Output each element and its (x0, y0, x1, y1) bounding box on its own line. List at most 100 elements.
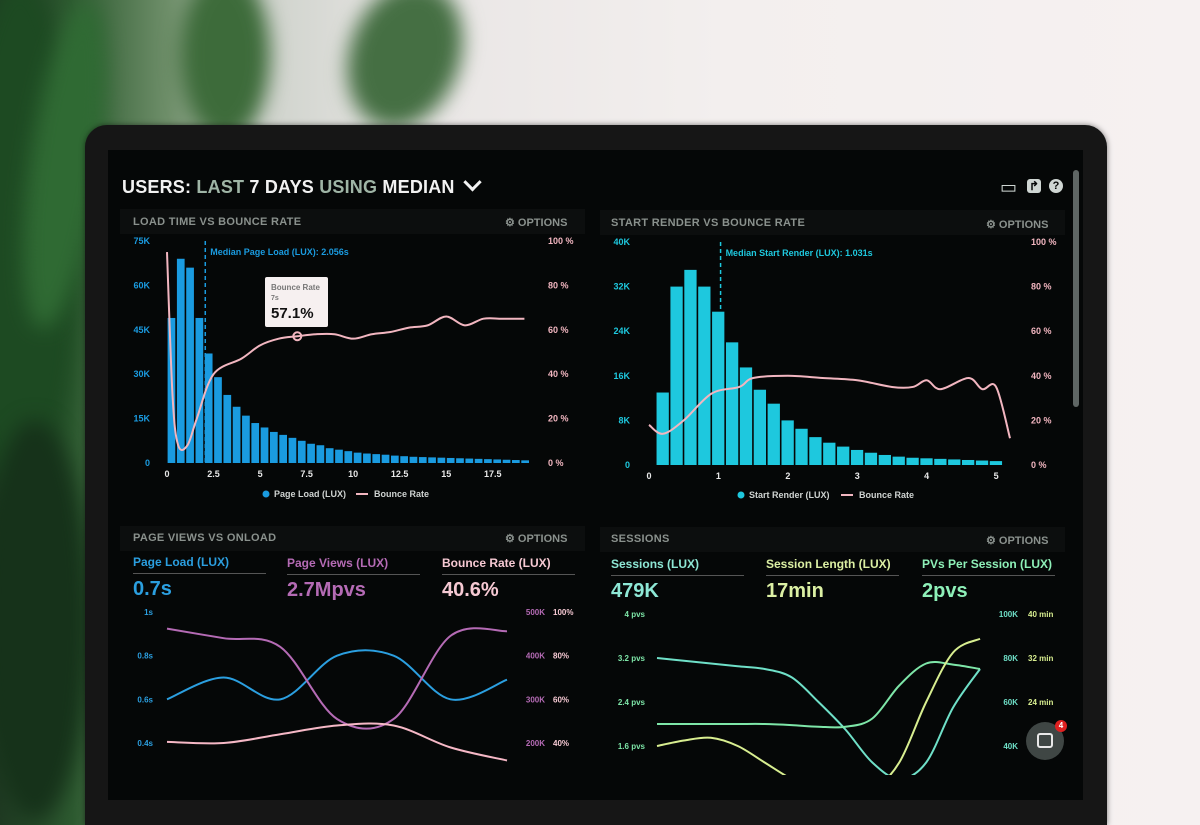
y-tick-right: 60K (1003, 698, 1018, 707)
metric-value: 479K (611, 580, 659, 602)
histogram-bar (214, 377, 222, 463)
panel-title: START RENDER VS BOUNCE RATE (611, 217, 806, 229)
scrollbar[interactable] (1073, 170, 1079, 407)
x-tick: 5 (258, 469, 263, 479)
histogram-bar (725, 342, 739, 465)
histogram-bar (437, 457, 446, 463)
median-label: Median Page Load (LUX): 2.056s (210, 247, 349, 257)
panel-title: LOAD TIME VS BOUNCE RATE (133, 216, 302, 228)
dashboard-title[interactable]: USERS: LAST 7 DAYS USING MEDIAN (122, 173, 482, 198)
series-line (656, 661, 981, 729)
tooltip-box (265, 277, 328, 327)
histogram-bar (809, 437, 822, 465)
tooltip-title: Bounce Rate (271, 283, 320, 292)
y-tick-right: 0 % (1031, 460, 1047, 470)
histogram-bar (307, 443, 315, 463)
y-tick-right: 60 % (1031, 326, 1052, 336)
y-tick-right: 40K (1003, 742, 1018, 751)
histogram-bar (975, 460, 989, 465)
histogram-bar (372, 454, 381, 463)
histogram-bar (511, 460, 520, 463)
median-label: Median Start Render (LUX): 1.031s (726, 248, 873, 258)
histogram-bar (920, 458, 933, 465)
metric-label: PVs Per Session (LUX) (922, 557, 1055, 576)
y-tick-right: 20 % (548, 414, 569, 424)
y-tick-left: 8K (618, 415, 630, 425)
x-tick: 4 (924, 471, 929, 481)
tooltip-value: 57.1% (271, 305, 314, 322)
share-icon[interactable]: ↱ (1027, 179, 1041, 193)
y-tick-right: 500K (526, 608, 545, 617)
histogram-bar (390, 455, 399, 463)
histogram-bar (195, 317, 204, 463)
options-button[interactable]: ⚙ OPTIONS (986, 219, 1049, 231)
histogram-bar (753, 389, 767, 465)
y-tick-right: 32 min (1028, 654, 1053, 663)
histogram-bar (186, 267, 194, 463)
histogram-bar (767, 403, 780, 465)
histogram-bar (502, 459, 511, 463)
histogram-bar (316, 445, 325, 463)
legend-label: Bounce Rate (374, 489, 429, 499)
x-tick: 5 (994, 471, 999, 481)
y-tick-left: 2.4 pvs (618, 698, 646, 707)
histogram-bar (223, 394, 232, 463)
histogram-bar (297, 440, 306, 463)
histogram-bar (446, 457, 455, 463)
y-tick-left: 0 (145, 458, 150, 468)
x-tick: 17.5 (484, 469, 502, 479)
histogram-bar (400, 456, 408, 463)
y-tick-left: 0.6s (137, 695, 153, 704)
y-tick-right: 60 % (548, 325, 569, 335)
options-button[interactable]: ⚙ OPTIONS (505, 533, 568, 545)
plant-leaf (180, 0, 270, 140)
y-tick-left: 1.6 pvs (618, 742, 646, 751)
series-line (656, 657, 981, 775)
monitor-icon[interactable]: ▭ (1000, 177, 1018, 197)
histogram-bar (428, 457, 436, 463)
panel-header-load-time (120, 209, 585, 234)
options-button[interactable]: ⚙ OPTIONS (505, 217, 568, 229)
legend-label: Start Render (LUX) (749, 490, 830, 500)
histogram-bar (823, 442, 836, 465)
title-stat: MEDIAN (382, 177, 455, 197)
bounce-rate-line (166, 252, 525, 451)
histogram-bar (279, 434, 287, 463)
tooltip-x: 7s (271, 295, 279, 302)
histogram-bar (418, 457, 427, 463)
metric-value: 2.7Mpvs (287, 579, 366, 601)
panel-header-sessions (600, 527, 1065, 552)
histogram-bar (656, 392, 669, 465)
y-tick-right: 40 % (1031, 371, 1052, 381)
x-tick: 7.5 (300, 469, 313, 479)
histogram-bar (934, 458, 947, 465)
y-tick-right: 200K (526, 739, 545, 748)
histogram-bar (269, 431, 278, 463)
histogram-bar (465, 458, 474, 463)
y-tick-left: 45K (133, 325, 150, 335)
histogram-bar (288, 437, 297, 463)
series-line (166, 627, 508, 730)
y-tick-left: 16K (613, 371, 630, 381)
title-range: 7 DAYS (249, 177, 314, 197)
histogram-bar (204, 353, 213, 463)
options-button[interactable]: ⚙ OPTIONS (986, 535, 1049, 547)
title-users: USERS: (122, 177, 192, 197)
y-tick-right: 80 % (1031, 282, 1052, 292)
help-icon[interactable]: ? (1049, 179, 1063, 193)
y-tick-right: 40 % (548, 369, 569, 379)
y-tick-right: 24 min (1028, 698, 1053, 707)
histogram-bar (353, 452, 362, 463)
histogram-bar (670, 286, 683, 465)
metric-value: 40.6% (442, 579, 499, 601)
metric-value: 2pvs (922, 580, 968, 602)
x-tick: 0 (646, 471, 651, 481)
y-tick-left: 32K (613, 282, 630, 292)
y-tick-right: 100% (553, 608, 573, 617)
bounce-rate-line (648, 374, 1011, 439)
histogram-bar (795, 428, 808, 465)
x-tick: 10 (348, 469, 358, 479)
panel-header-start-render (600, 210, 1065, 235)
histogram-bar (989, 461, 1003, 465)
